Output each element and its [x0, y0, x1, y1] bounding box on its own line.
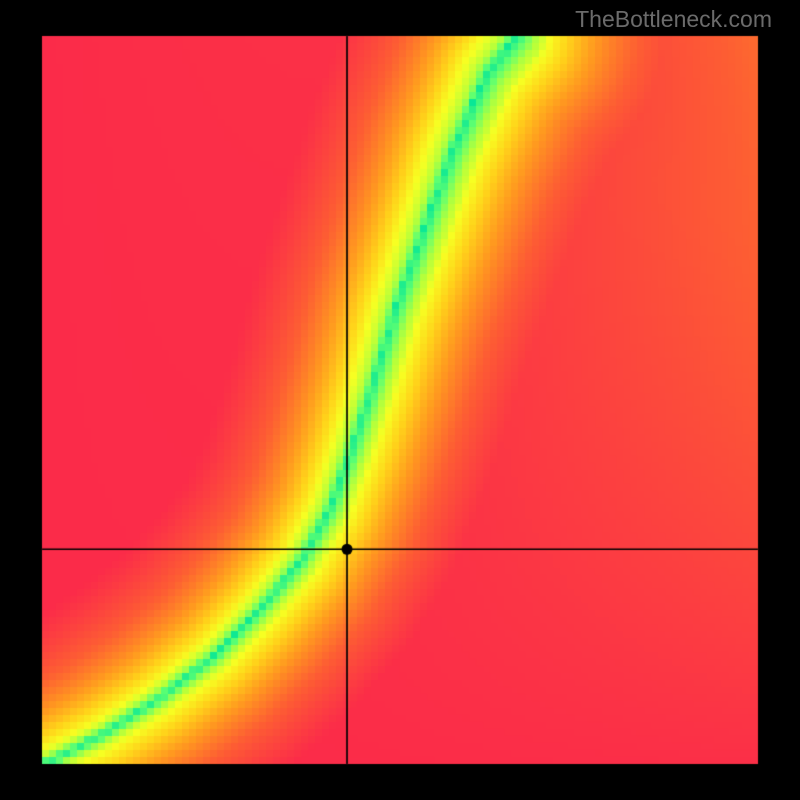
watermark-text: TheBottleneck.com — [575, 6, 772, 33]
chart-container: TheBottleneck.com — [0, 0, 800, 800]
crosshair-overlay — [0, 0, 800, 800]
